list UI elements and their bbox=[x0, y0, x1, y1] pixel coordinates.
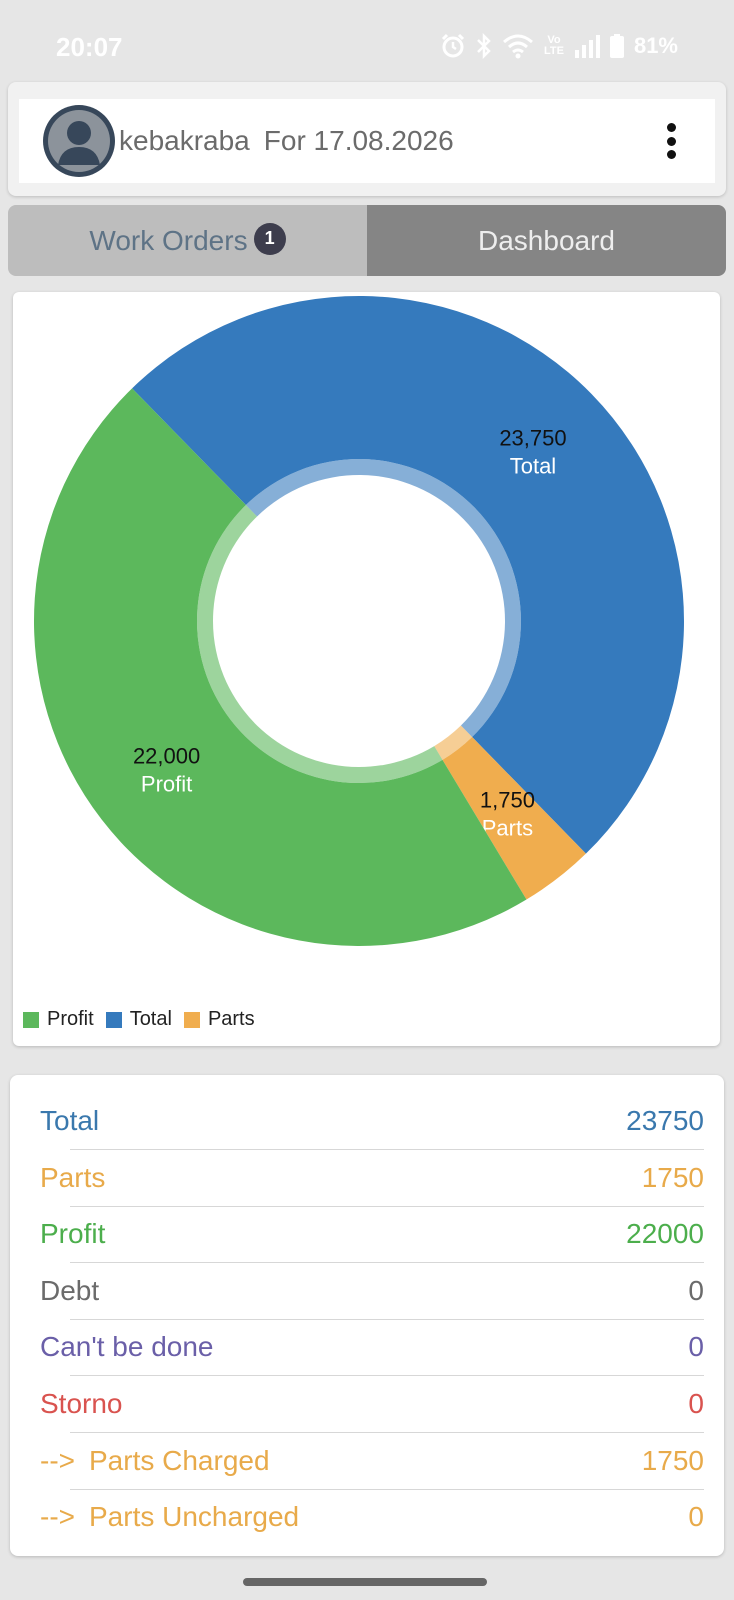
donut-chart: 23,750 Total 1,750 Parts 22,000 Profit bbox=[34, 296, 684, 946]
stat-label: Debt bbox=[40, 1275, 99, 1307]
stat-divider bbox=[70, 1318, 704, 1320]
stat-row: Total 23750 bbox=[40, 1093, 704, 1149]
stat-label-text: Parts bbox=[40, 1161, 106, 1193]
stat-value: 23750 bbox=[626, 1105, 704, 1136]
stat-label: Total bbox=[40, 1105, 99, 1137]
legend-item-profit[interactable]: Profit bbox=[23, 1008, 94, 1031]
stat-label: --> Parts Uncharged bbox=[40, 1501, 299, 1533]
header-date: For 17.08.2026 bbox=[263, 125, 454, 156]
bluetooth-icon bbox=[476, 33, 492, 59]
stat-label-text: Total bbox=[40, 1105, 100, 1136]
slice-value-total: 23,750 bbox=[499, 425, 566, 450]
header-username: kebakraba bbox=[119, 125, 250, 156]
legend-label: Parts bbox=[207, 1008, 255, 1030]
slice-profit[interactable] bbox=[34, 388, 527, 946]
stat-row: --> Parts Uncharged 0 bbox=[40, 1489, 704, 1545]
slice-label-total: Total bbox=[510, 453, 556, 478]
stat-divider bbox=[70, 1149, 704, 1150]
stat-label: --> Parts Charged bbox=[40, 1445, 270, 1477]
stat-label: Can't be done bbox=[40, 1331, 213, 1363]
stat-value: 1750 bbox=[641, 1444, 704, 1476]
signal-icon bbox=[574, 34, 600, 58]
tab-dashboard[interactable]: Dashboard bbox=[367, 205, 726, 276]
alarm-icon bbox=[440, 33, 466, 59]
legend-label: Profit bbox=[47, 1008, 94, 1030]
stat-label-text: Debt bbox=[40, 1274, 100, 1306]
tab-work-orders[interactable]: Work Orders 1 bbox=[8, 205, 367, 276]
stat-divider bbox=[70, 1432, 704, 1433]
slice-value-parts: 1,750 bbox=[480, 787, 535, 812]
tab-work-orders-label: Work Orders bbox=[89, 224, 248, 256]
stat-divider bbox=[70, 1205, 704, 1207]
legend-swatch bbox=[183, 1011, 200, 1028]
slice-ring-total bbox=[245, 459, 521, 737]
tab-bar: Work Orders 1 Dashboard bbox=[8, 205, 726, 276]
user-avatar-icon bbox=[48, 110, 110, 172]
stat-label: Profit bbox=[40, 1218, 105, 1250]
stat-row: Storno 0 bbox=[40, 1376, 704, 1432]
slice-ring-profit bbox=[197, 505, 443, 783]
stat-row: Can't be done 0 bbox=[40, 1319, 704, 1375]
legend-swatch bbox=[23, 1011, 39, 1028]
stat-value: 0 bbox=[688, 1331, 704, 1363]
stat-value: 0 bbox=[688, 1501, 704, 1533]
legend-item-total[interactable]: Total bbox=[105, 1008, 172, 1031]
stat-label-text: Parts Charged bbox=[89, 1444, 270, 1476]
slice-parts[interactable] bbox=[442, 736, 586, 900]
slice-ring-parts bbox=[434, 725, 473, 760]
stat-row: Debt 0 bbox=[40, 1263, 704, 1319]
stat-value: 0 bbox=[688, 1388, 704, 1419]
slice-total[interactable] bbox=[132, 296, 684, 854]
more-options-icon[interactable] bbox=[659, 123, 683, 159]
slice-value-profit: 22,000 bbox=[133, 743, 200, 768]
slice-label-profit: Profit bbox=[141, 771, 192, 796]
stat-value: 22000 bbox=[626, 1218, 704, 1250]
legend-swatch bbox=[105, 1011, 122, 1028]
volte-bottom: LTE bbox=[543, 45, 564, 57]
stat-arrow-prefix: --> bbox=[40, 1444, 75, 1476]
stat-label: Parts bbox=[40, 1162, 105, 1194]
status-time: 20:07 bbox=[56, 32, 123, 62]
chart-card: 23,750 Total 1,750 Parts 22,000 Profit Profit… bbox=[13, 292, 720, 1046]
stat-row: Profit 22000 bbox=[40, 1206, 704, 1262]
status-icons: Vo LTE 81% bbox=[440, 30, 678, 62]
volte-top: Vo bbox=[547, 34, 561, 46]
chart-legend: Profit Total Parts bbox=[23, 1008, 255, 1031]
stat-row: Parts 1750 bbox=[40, 1150, 704, 1206]
avatar[interactable] bbox=[43, 105, 115, 177]
volte-icon: Vo LTE bbox=[544, 35, 564, 57]
stat-label-text: Parts Uncharged bbox=[89, 1501, 300, 1533]
stat-label-text: Can't be done bbox=[40, 1331, 214, 1363]
status-bar: 20:07 Vo LTE 81% bbox=[0, 0, 734, 94]
stat-divider bbox=[70, 1262, 704, 1264]
stat-divider bbox=[70, 1375, 704, 1377]
legend-label: Total bbox=[129, 1008, 172, 1030]
home-indicator[interactable] bbox=[243, 1578, 487, 1586]
wifi-icon bbox=[502, 33, 534, 59]
stat-label-text: Storno bbox=[40, 1388, 123, 1419]
header-bar: kebakraba For 17.08.2026 bbox=[19, 99, 715, 183]
stat-value: 1750 bbox=[641, 1161, 704, 1193]
stats-card: Total 23750 Parts 1750 Profit 22000 Debt 0 Can't… bbox=[10, 1075, 724, 1556]
stat-divider bbox=[70, 1488, 704, 1490]
tab-dashboard-label: Dashboard bbox=[478, 224, 615, 256]
stat-arrow-prefix: --> bbox=[40, 1501, 75, 1533]
work-orders-badge: 1 bbox=[253, 222, 286, 255]
legend-item-parts[interactable]: Parts bbox=[183, 1008, 255, 1031]
stat-label-text: Profit bbox=[40, 1218, 106, 1250]
stat-label: Storno bbox=[40, 1388, 123, 1420]
battery-percent: 81% bbox=[633, 33, 678, 58]
app-header: kebakraba For 17.08.2026 bbox=[8, 82, 726, 196]
stat-value: 0 bbox=[688, 1274, 704, 1306]
battery-icon bbox=[609, 34, 624, 58]
slice-label-parts: Parts bbox=[482, 815, 533, 840]
stat-row: --> Parts Charged 1750 bbox=[40, 1433, 704, 1489]
